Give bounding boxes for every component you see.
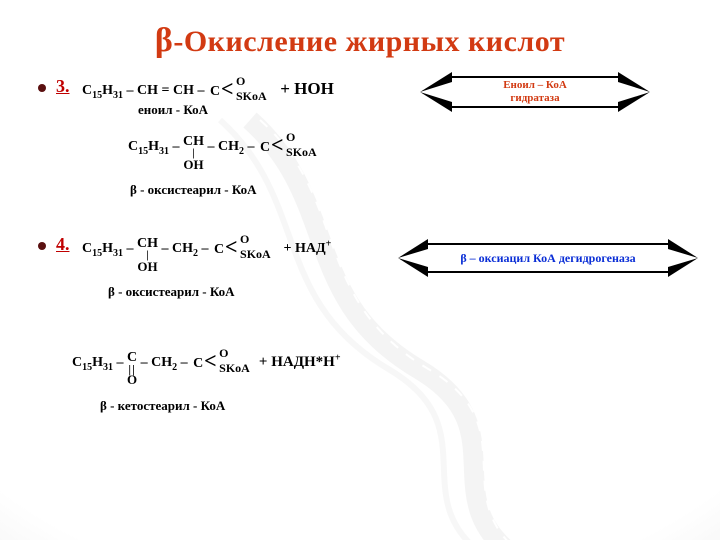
formula-3b: C15H31 – CH | OH – CH2 – C< O SKoA bbox=[128, 134, 326, 173]
enzyme-1: Еноил – КоА гидратаза bbox=[420, 68, 650, 116]
name-3b: β - оксистеарил - КоА bbox=[130, 182, 257, 198]
formula-4a: C15H31 – CH | OH – CH2 – C< O SKoA + НАД… bbox=[82, 236, 331, 275]
enzyme-2: β – оксиацил КоА дегидрогеназа bbox=[398, 236, 698, 280]
formula-4b: C15H31 – C || O – CH2 – C< O SKoA + НАДН… bbox=[72, 350, 341, 388]
bullet-3 bbox=[38, 84, 46, 92]
name-4a: β - оксистеарил - КоА bbox=[108, 284, 235, 300]
name-3a: еноил - КоА bbox=[138, 102, 208, 118]
enzyme-2-label: β – оксиацил КоА дегидрогеназа bbox=[428, 243, 668, 273]
step-number-3: 3. bbox=[56, 76, 70, 97]
bullet-4 bbox=[38, 242, 46, 250]
title-beta: β bbox=[155, 22, 173, 59]
enzyme-1-label: Еноил – КоА гидратаза bbox=[452, 76, 618, 108]
content-area: 3. C15H31 – CH = CH – C< O SKoA + HOH ен… bbox=[0, 60, 720, 528]
page-title: β-Окисление жирных кислот bbox=[0, 0, 720, 60]
title-rest: -Окисление жирных кислот bbox=[173, 25, 565, 58]
name-4b: β - кетостеарил - КоА bbox=[100, 398, 225, 414]
step-number-4: 4. bbox=[56, 234, 70, 255]
formula-3a: C15H31 – CH = CH – C< O SKoA + HOH bbox=[82, 78, 334, 104]
